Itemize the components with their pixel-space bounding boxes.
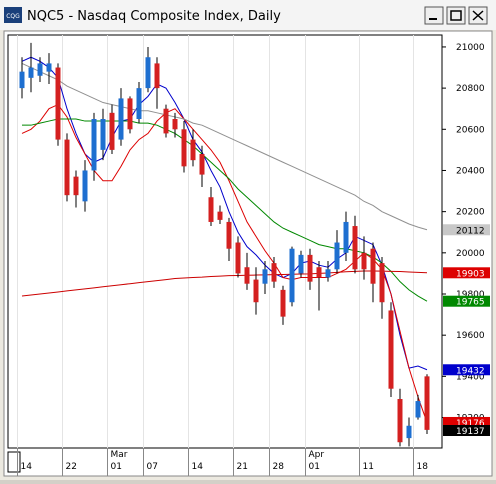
price-tag (443, 425, 490, 436)
plot-area (7, 34, 443, 449)
candle-body (334, 242, 340, 270)
x-tick-label: 11 (363, 462, 374, 472)
candle-body (271, 263, 277, 282)
y-tick-label: 20400 (456, 166, 485, 176)
candle-body (289, 248, 295, 303)
candle-body (280, 289, 286, 317)
x-tick-label: 07 (147, 462, 158, 472)
y-tick-label: 21000 (456, 43, 485, 53)
price-tag (443, 267, 490, 279)
candle-body (253, 279, 259, 303)
candle-body (262, 269, 268, 284)
x-tick-label: 01 (111, 462, 122, 472)
candle-body (316, 267, 322, 278)
title-bar (0, 0, 496, 30)
y-tick-label: 19800 (456, 290, 485, 300)
candle-body (235, 242, 241, 274)
candle-body (244, 267, 250, 284)
candle-body (379, 263, 385, 303)
candle-body (217, 211, 223, 220)
maximize-icon (450, 10, 462, 21)
price-tag-label: 19137 (456, 427, 485, 437)
candle-body (361, 252, 367, 270)
month-label: Mar (111, 450, 128, 460)
window-title: NQC5 - Nasdaq Composite Index, Daily (27, 9, 281, 24)
candle-body (226, 221, 232, 249)
candle-body (19, 71, 25, 89)
price-tag-label: 20112 (456, 226, 485, 236)
price-tag-label: 19765 (456, 298, 485, 308)
candle-body (28, 67, 34, 78)
price-tag (443, 295, 490, 307)
x-tick-label: 22 (66, 462, 77, 472)
candle-body (415, 401, 421, 418)
price-tag-label: 19432 (456, 366, 485, 376)
candle-body (298, 254, 304, 274)
candle-body (397, 399, 403, 443)
close-icon (472, 10, 484, 21)
candle-body (199, 154, 205, 175)
y-tick-label: 20800 (456, 84, 485, 94)
maximize-button[interactable] (446, 6, 466, 25)
candle-body (388, 310, 394, 389)
app-icon (4, 7, 22, 23)
candle-body (145, 57, 151, 89)
candle-body (91, 119, 97, 171)
candle-body (73, 176, 79, 196)
x-tick-label: 01 (309, 462, 320, 472)
y-tick-label: 19600 (456, 331, 485, 341)
candle-body (406, 425, 412, 439)
minimize-button[interactable] (424, 6, 444, 25)
candle-body (343, 221, 349, 253)
candle-body (55, 67, 61, 140)
candle-body (109, 112, 115, 150)
y-tick-label: 20000 (456, 249, 485, 259)
moving-average-line (21, 270, 428, 297)
moving-average-line (21, 62, 428, 231)
y-tick-label: 20200 (456, 208, 485, 218)
price-tag (443, 416, 490, 428)
candle-body (208, 197, 214, 222)
candle-body (154, 63, 160, 89)
candle-body (307, 254, 313, 282)
candle-body (64, 139, 70, 196)
price-tag (443, 224, 490, 236)
moving-average-line (21, 56, 428, 371)
x-tick-label: 21 (237, 462, 248, 472)
y-tick-label: 20600 (456, 125, 485, 135)
candle-body (424, 376, 430, 430)
x-tick-label: 14 (192, 462, 204, 472)
window-buttons[interactable] (424, 6, 488, 25)
x-tick-label: 18 (417, 462, 429, 472)
moving-average-line (22, 118, 428, 302)
candle-body (352, 226, 358, 270)
x-tick-label: 14 (21, 462, 33, 472)
moving-average-line (21, 103, 428, 423)
candle-body (37, 63, 43, 76)
price-tag-label: 19903 (456, 269, 485, 279)
app-icon-text: CQG (6, 13, 20, 20)
price-tag (443, 364, 490, 376)
candle-body (172, 119, 178, 130)
scroll-marker[interactable] (7, 451, 21, 473)
candle-body (370, 248, 376, 284)
candle-body (181, 129, 187, 167)
candle-body (82, 170, 88, 202)
candle-body (100, 119, 106, 150)
candle-body (46, 63, 52, 72)
candle-body (127, 98, 133, 130)
candle-body (118, 98, 124, 140)
candle-body (325, 269, 331, 278)
candle-body (190, 139, 196, 161)
x-tick-label: 28 (273, 462, 285, 472)
month-label: Apr (309, 450, 325, 460)
y-tick-label: 19400 (456, 372, 485, 382)
price-tag-label: 19176 (456, 419, 485, 429)
candle-body (163, 108, 169, 134)
candle-body (136, 88, 142, 119)
